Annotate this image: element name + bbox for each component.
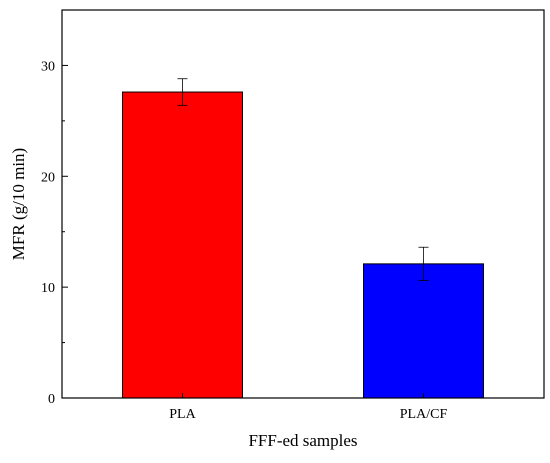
bar-pla <box>122 91 243 399</box>
x-tick-label-0: PLA <box>169 407 196 422</box>
y-axis-title: MFR (g/10 min) <box>9 148 28 260</box>
x-axis-title: FFF-ed samples <box>248 431 357 450</box>
y-axis: 0 10 20 30 <box>41 59 68 407</box>
y-tick-label-10: 10 <box>41 281 55 296</box>
plot-frame <box>61 9 545 399</box>
y-tick-label-30: 30 <box>41 59 55 74</box>
y-tick-label-0: 0 <box>48 392 55 407</box>
x-tick-label-1: PLA/CF <box>400 407 448 422</box>
plot-layer <box>122 78 484 399</box>
bar-pla-cf <box>363 263 484 399</box>
x-axis: PLA PLA/CF <box>169 393 447 422</box>
y-tick-label-20: 20 <box>41 170 55 185</box>
